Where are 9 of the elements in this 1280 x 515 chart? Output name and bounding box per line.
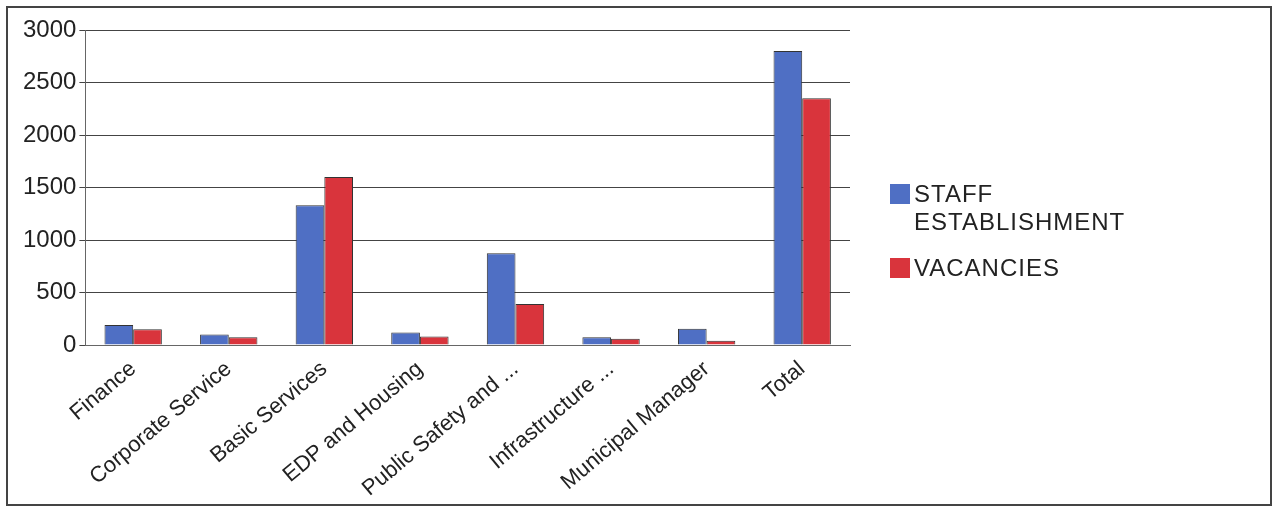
y-tick-label: 1500 — [23, 172, 77, 200]
y-tick-label: 3000 — [23, 14, 77, 42]
y-tick-label: 2000 — [23, 119, 77, 147]
y-tick-label: 2500 — [23, 67, 77, 95]
y-tick-label: 1000 — [23, 224, 77, 252]
legend-label: VACANCIES — [914, 254, 1060, 282]
y-tick-label: 0 — [63, 329, 77, 357]
y-tick-label: 500 — [36, 277, 77, 305]
legend-label: STAFF ESTABLISHMENT — [914, 180, 1127, 236]
